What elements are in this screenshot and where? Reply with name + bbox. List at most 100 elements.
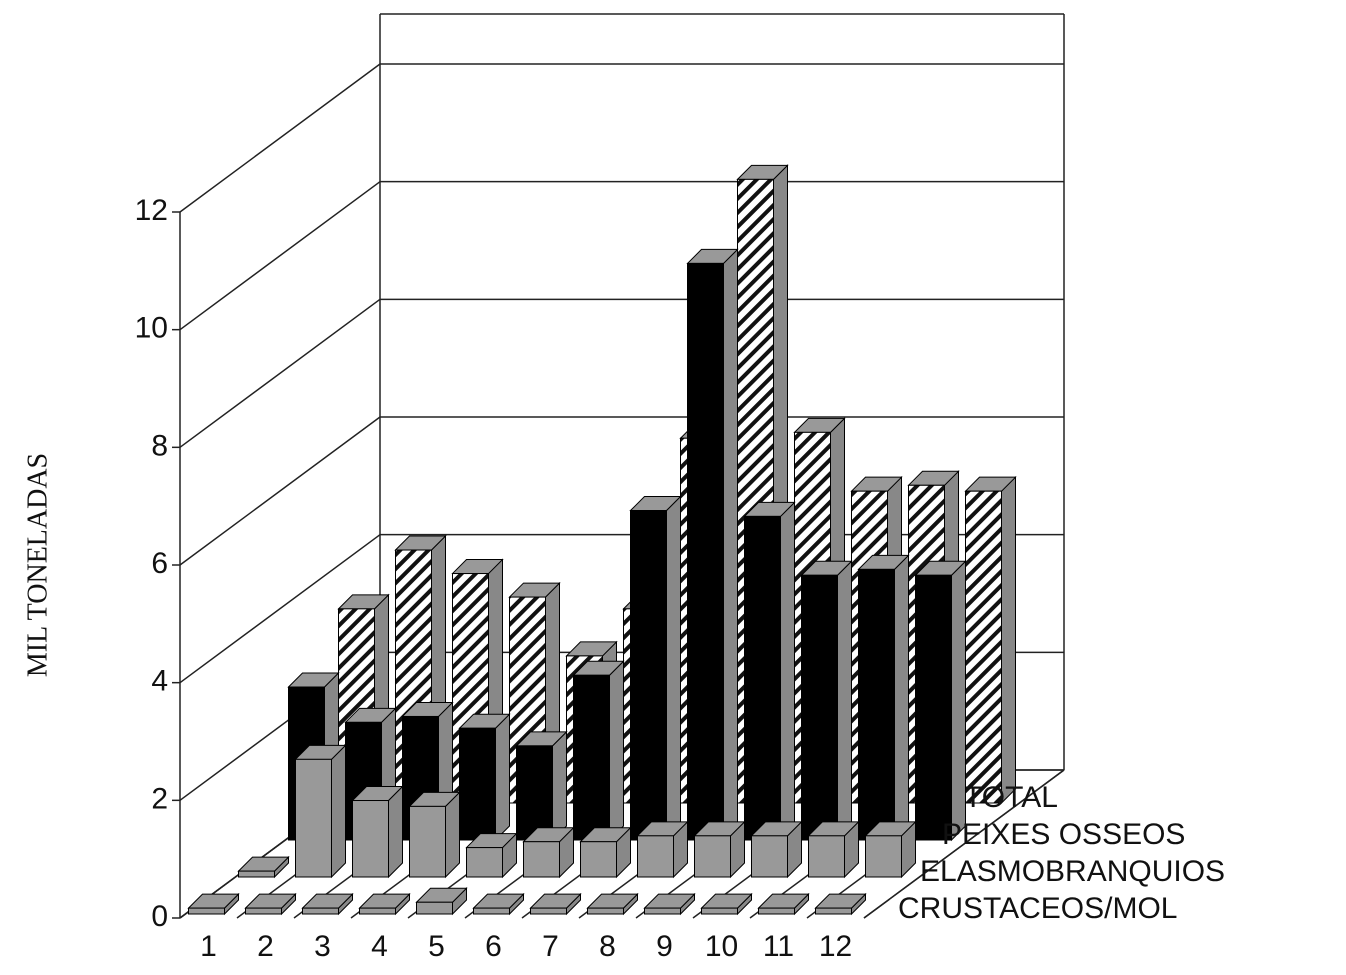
bar-group [964,475,1017,805]
bar [516,745,553,841]
bar-group [522,826,575,879]
bar-side [552,730,567,842]
bar [416,901,453,915]
x-tick-label: 5 [428,930,445,963]
bar-group [237,855,290,879]
y-axis-label: MIL TONELADAS [22,453,53,677]
bar-group [629,495,682,842]
bar-group [579,826,632,879]
bar-group [351,785,404,879]
bar [352,800,389,878]
bar [808,835,845,878]
bar-group [586,892,639,916]
bar-group [750,820,803,879]
bar-group [408,791,461,879]
bar [473,907,510,915]
bar [687,262,724,841]
bar-side [331,744,346,879]
bar-group [572,660,625,842]
bar-side [388,785,403,879]
x-tick-label: 11 [763,930,794,963]
x-tick-label: 7 [542,930,559,963]
bar-side [780,501,795,842]
legend-label: TOTAL [964,781,1058,814]
x-tick-label: 3 [314,930,331,963]
bar [637,835,674,878]
bar [801,574,838,841]
bar-group [800,560,853,842]
y-tick-label: 2 [151,782,168,815]
bar [644,907,681,915]
bar-side [445,791,460,879]
bar [359,907,396,915]
bar-group [686,248,739,842]
bar [587,907,624,915]
grid-line [179,298,381,448]
grid-line [179,181,381,331]
legend-label: CRUSTACEOS/MOL [898,892,1177,925]
y-tick-label: 0 [151,900,168,933]
bar [915,574,952,841]
bar [580,841,617,878]
bar-group [187,892,240,916]
bar [188,907,225,915]
bar-group [693,820,746,879]
bar-side [837,560,852,842]
bar [701,907,738,915]
bar-group [529,892,582,916]
bar-group [814,892,867,916]
bar-group [864,820,917,879]
x-tick-label: 4 [371,930,388,963]
legend-label: ELASMOBRANQUIOS [920,855,1225,888]
bar-side [723,248,738,842]
bar-group [857,554,910,842]
bar-group [244,892,297,916]
grid-line [179,416,381,566]
bar [409,805,446,878]
bar [245,907,282,915]
bar [630,510,667,841]
bar-side [1001,475,1016,805]
x-tick-label: 2 [257,930,274,963]
bar-group [294,744,347,879]
bar-group [458,713,511,842]
bar-group [301,892,354,916]
bar [815,907,852,915]
x-tick-label: 10 [705,930,738,963]
bar [530,907,567,915]
bar-group [472,892,525,916]
bar [238,870,275,878]
y-tick-label: 12 [135,194,168,227]
bar-group [700,892,753,916]
bar-group [465,832,518,879]
bar-group [415,887,468,916]
bar [865,835,902,878]
grid-line [179,63,381,213]
bar-group [515,730,568,842]
bar [694,835,731,878]
legend-label: PEIXES OSSEOS [942,818,1185,851]
y-tick-label: 8 [151,429,168,462]
y-tick-label: 10 [135,312,168,345]
bar [744,515,781,841]
x-tick-label: 9 [656,930,673,963]
bar [523,841,560,878]
bar [302,907,339,915]
bar [758,907,795,915]
grid-line [179,534,381,684]
x-tick-label: 1 [200,930,217,963]
bar-side [894,554,909,842]
bar-group [636,820,689,879]
bar-group [807,820,860,879]
bar [573,674,610,841]
bar-group [743,501,796,842]
x-tick-label: 12 [819,930,852,963]
bar-side [951,560,966,842]
bar-side [495,713,510,842]
bar [965,490,1002,804]
y-tick-label: 4 [151,665,168,698]
bar [459,727,496,841]
bar-group [757,892,810,916]
bar-group [643,892,696,916]
